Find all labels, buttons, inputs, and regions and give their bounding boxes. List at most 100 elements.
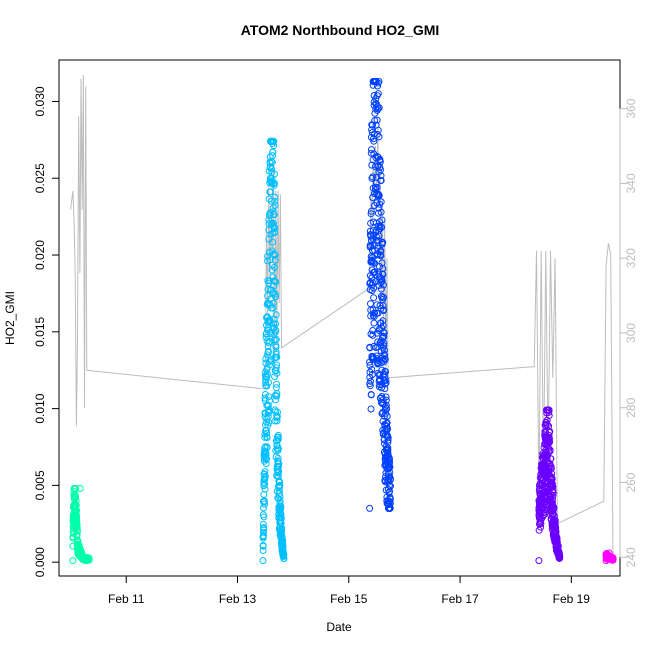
data-point — [278, 524, 286, 532]
data-point — [267, 330, 275, 338]
y-tick-label: 0.005 — [33, 470, 47, 500]
data-point — [274, 435, 282, 443]
data-point — [271, 170, 278, 178]
data-point — [72, 501, 80, 509]
data-point — [273, 392, 281, 400]
data-point — [381, 351, 389, 359]
x-tick-label: Feb 15 — [330, 592, 368, 606]
data-point — [272, 335, 280, 343]
data-point — [384, 434, 392, 442]
data-point — [609, 556, 617, 564]
data-point — [270, 263, 278, 271]
data-point — [368, 366, 376, 373]
data-point — [271, 229, 279, 236]
data-point — [272, 348, 280, 356]
data-point — [76, 485, 84, 492]
data-point — [267, 188, 274, 196]
data-point — [379, 238, 387, 246]
data-point — [379, 281, 387, 289]
data-point — [269, 299, 277, 307]
data-point — [269, 148, 277, 156]
data-point — [260, 513, 268, 521]
data-point — [384, 438, 392, 446]
data-point — [266, 315, 274, 323]
data-point — [277, 502, 285, 510]
y2-tick-label: 360 — [624, 98, 638, 118]
data-point — [547, 465, 555, 472]
data-point — [369, 234, 377, 242]
data-point — [546, 435, 553, 442]
y-tick-label: 0.000 — [33, 547, 47, 577]
data-point — [276, 493, 284, 500]
data-point — [380, 339, 388, 347]
data-point — [381, 355, 389, 363]
altitude-series — [70, 74, 614, 558]
x-axis: Feb 11 Feb 13 Feb 15 Feb 17 Feb 19 — [108, 575, 590, 606]
data-point — [550, 504, 558, 512]
data-point — [547, 455, 555, 463]
data-point — [377, 198, 385, 206]
data-point — [370, 137, 378, 145]
data-point — [375, 104, 383, 112]
data-point — [367, 207, 375, 215]
data-point — [267, 230, 275, 238]
x-axis-label: Date — [326, 620, 352, 634]
data-point — [552, 524, 560, 532]
data-point — [280, 555, 288, 562]
flight-4-points — [535, 406, 564, 565]
data-point — [548, 479, 556, 487]
data-point — [556, 553, 564, 561]
y2-tick-label: 240 — [624, 547, 638, 567]
data-points — [69, 78, 617, 565]
data-point — [387, 475, 394, 483]
data-point — [376, 225, 384, 232]
data-point — [271, 251, 279, 259]
data-point — [375, 237, 383, 245]
data-point — [381, 380, 389, 388]
plot-frame — [58, 59, 621, 577]
data-point — [271, 193, 279, 201]
data-point — [259, 547, 267, 554]
data-point — [380, 342, 388, 350]
data-point — [273, 380, 280, 388]
data-point — [382, 379, 390, 387]
data-point — [374, 126, 382, 134]
data-point — [72, 485, 80, 492]
data-point — [378, 277, 386, 285]
data-point — [276, 481, 284, 489]
data-point — [377, 285, 385, 293]
data-point — [378, 223, 386, 231]
data-point — [73, 524, 81, 532]
data-point — [378, 384, 385, 392]
data-point — [381, 406, 389, 414]
data-point — [386, 504, 394, 512]
data-point — [263, 455, 271, 463]
data-point — [265, 379, 272, 386]
data-point — [386, 499, 394, 507]
data-point — [261, 413, 269, 421]
data-point — [383, 412, 391, 420]
data-point — [381, 377, 389, 385]
data-point — [265, 419, 273, 426]
data-point — [376, 158, 384, 166]
data-point — [262, 333, 270, 341]
data-point — [375, 168, 383, 176]
data-point — [381, 346, 388, 354]
data-point — [72, 493, 80, 501]
data-point — [269, 238, 277, 246]
flight-5-points — [602, 549, 617, 565]
data-point — [270, 320, 278, 328]
data-point — [277, 528, 285, 536]
data-point — [374, 82, 381, 90]
data-point — [265, 393, 273, 401]
y-tick-label: 0.015 — [33, 316, 47, 346]
data-point — [374, 90, 382, 98]
y2-tick-label: 340 — [624, 173, 638, 193]
data-point — [271, 224, 278, 232]
data-point — [270, 179, 278, 187]
data-point — [274, 431, 282, 439]
data-point — [273, 412, 281, 420]
data-point — [259, 557, 267, 565]
data-point — [269, 208, 277, 216]
data-point — [266, 209, 274, 217]
